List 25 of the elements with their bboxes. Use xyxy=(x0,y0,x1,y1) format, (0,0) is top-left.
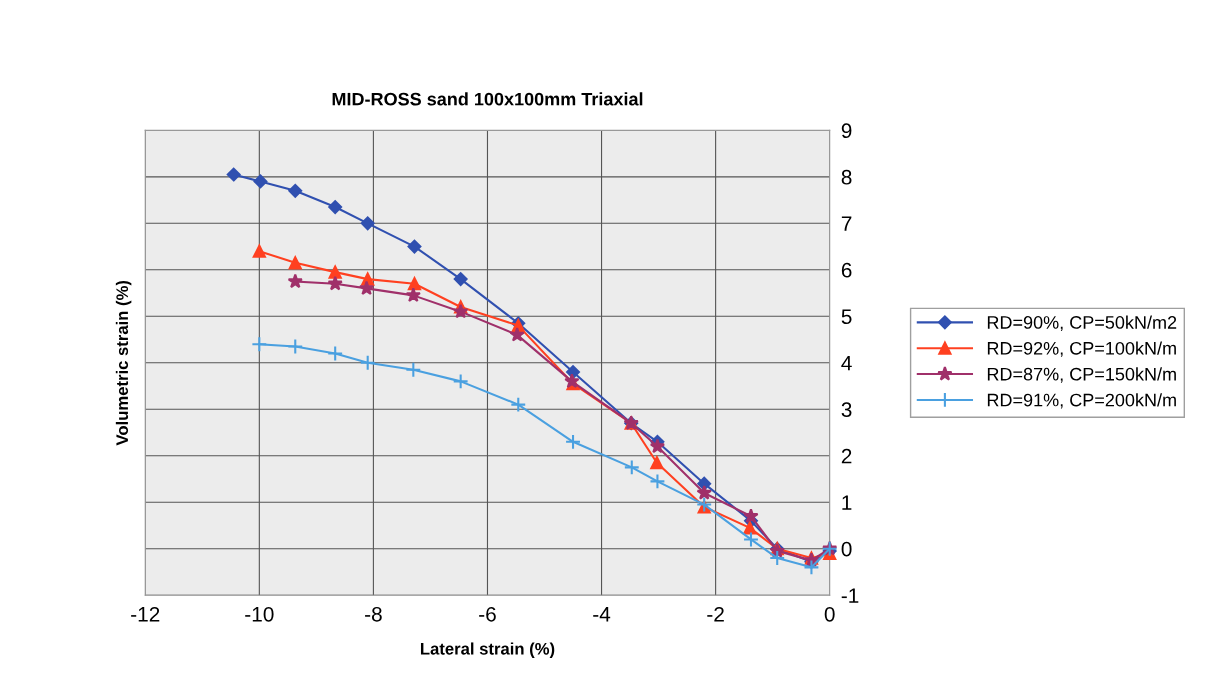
x-tick-label: -2 xyxy=(707,606,724,622)
chart-title: MID-ROSS sand 100x100mm Triaxial xyxy=(332,92,643,106)
legend-label: RD=91%, CP=200kN/m xyxy=(987,393,1176,409)
y-tick-label: 0 xyxy=(841,541,852,557)
x-tick-label: -8 xyxy=(365,606,382,622)
y-tick-label: 1 xyxy=(842,495,852,510)
y-tick-label: 8 xyxy=(841,169,852,185)
y-tick-label: 5 xyxy=(841,309,852,325)
x-tick-label: -10 xyxy=(245,606,274,622)
legend-label: RD=87%, CP=150kN/m xyxy=(987,367,1176,383)
y-tick-label: 2 xyxy=(841,448,852,464)
y-tick-label: 9 xyxy=(841,123,852,139)
legend-label: RD=92%, CP=100kN/m xyxy=(987,341,1176,357)
y-tick-label: 4 xyxy=(841,356,852,371)
legend-label: RD=90%, CP=50kN/m2 xyxy=(987,315,1177,331)
y-tick-label: -1 xyxy=(841,588,859,603)
x-tick-label: -6 xyxy=(479,606,496,622)
y-tick-label: 6 xyxy=(841,262,852,278)
y-tick-label: 3 xyxy=(841,402,852,418)
y-tick-label: 7 xyxy=(841,216,852,231)
x-tick-label: -12 xyxy=(131,606,160,622)
x-tick-label: 0 xyxy=(824,606,835,622)
x-tick-label: -4 xyxy=(593,607,611,622)
y-axis-title: Volumetric strain (%) xyxy=(115,280,132,446)
x-axis-title: Lateral strain (%) xyxy=(420,642,555,658)
